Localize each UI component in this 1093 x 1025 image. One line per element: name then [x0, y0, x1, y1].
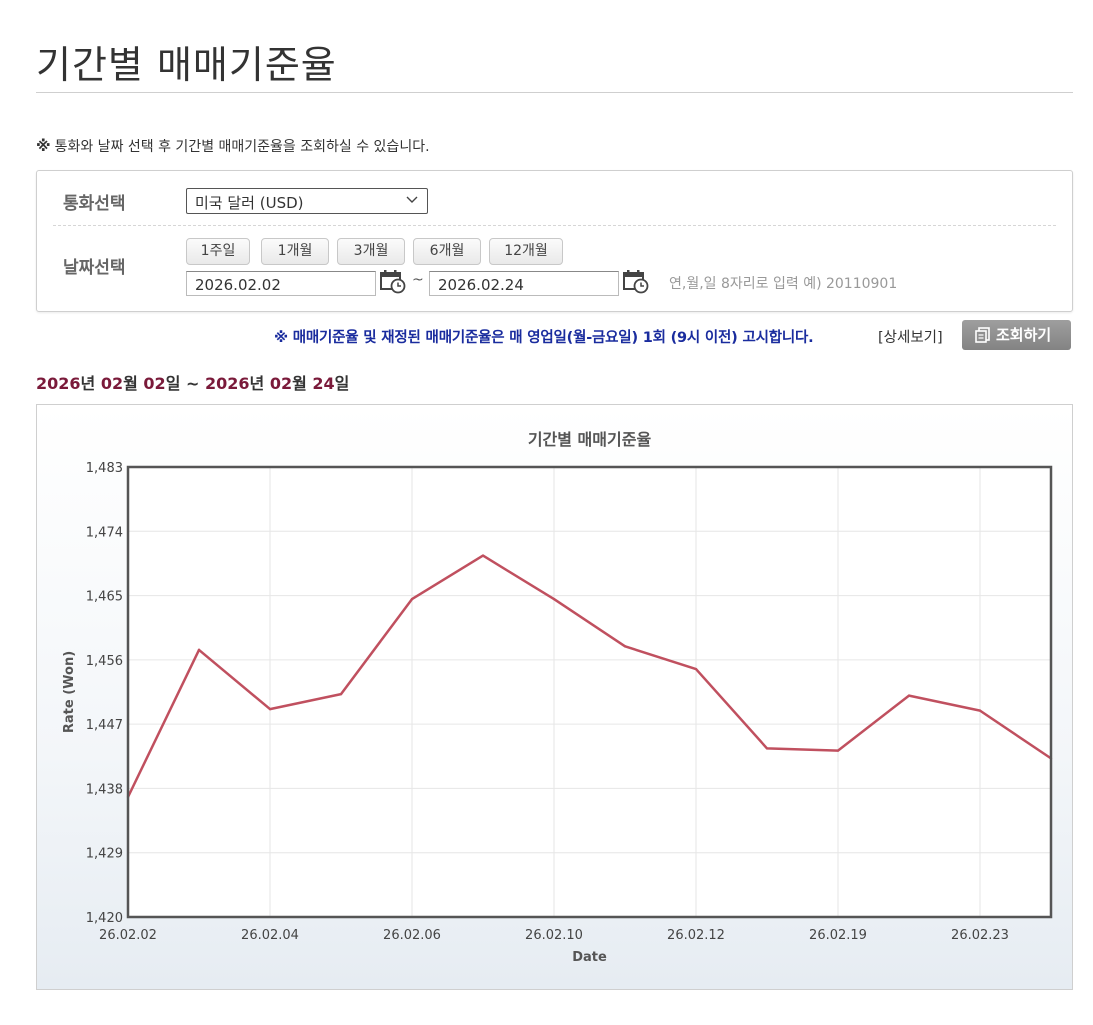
- detail-link[interactable]: [상세보기]: [878, 330, 943, 346]
- y-tick-label: 1,447: [86, 718, 123, 733]
- filter-panel: 통화선택 미국 달러 (USD) 날짜선택 1주일 1개월 3개월 6개월 12…: [36, 170, 1073, 312]
- data-point: [410, 597, 414, 601]
- rate-line-chart: 1,420 1,429 1,438 1,447 1,456 1,465 1,474 1,483…: [62, 430, 1053, 965]
- chevron-down-icon: [406, 196, 418, 203]
- chart-title: 기간별 매매기준율: [528, 430, 652, 449]
- x-tick-label: 26.02.19: [809, 928, 867, 943]
- x-tick-label: 26.02.06: [383, 928, 441, 943]
- notice-mark: ※: [36, 137, 51, 155]
- y-tick-label: 1,456: [86, 654, 123, 669]
- plot-border: [126, 465, 1053, 919]
- end-date-input[interactable]: 2026.02.24: [429, 271, 619, 296]
- y-tick-label: 1,474: [86, 525, 123, 540]
- page-title: 기간별 매매기준율: [36, 43, 337, 87]
- period-button-6month[interactable]: 6개월: [413, 238, 481, 265]
- period-button-1month[interactable]: 1개월: [261, 238, 329, 265]
- range-end-day: 24: [312, 374, 335, 393]
- x-tick-label: 26.02.02: [99, 928, 157, 943]
- filter-divider: [53, 225, 1056, 226]
- calendar-clock-icon[interactable]: [623, 268, 649, 294]
- plot-area: [128, 467, 1051, 917]
- data-point: [765, 747, 769, 750]
- date-format-hint: 연,월,일 8자리로 입력 예) 20110901: [669, 276, 898, 292]
- range-year-suffix: 년: [249, 374, 265, 393]
- y-tick-label: 1,465: [86, 590, 123, 605]
- data-point: [907, 694, 911, 697]
- y-tick-label: 1,420: [86, 911, 123, 926]
- y-tick-label: 1,483: [86, 461, 123, 476]
- range-month-suffix: 월: [292, 374, 307, 393]
- data-point: [197, 648, 201, 652]
- range-end-year: 2026: [204, 374, 250, 393]
- y-tick-label: 1,429: [86, 847, 123, 862]
- notice-message: 통화와 날짜 선택 후 기간별 매매기준율을 조회하실 수 있습니다.: [54, 139, 430, 155]
- range-end-month: 02: [269, 374, 293, 393]
- x-axis-label: Date: [572, 950, 607, 965]
- currency-select-value: 미국 달러 (USD): [195, 194, 304, 212]
- period-button-3month[interactable]: 3개월: [337, 238, 405, 265]
- data-point: [694, 667, 698, 671]
- range-day-suffix: 일: [165, 374, 181, 393]
- date-range-tilde: ~: [412, 272, 424, 288]
- period-button-1week[interactable]: 1주일: [186, 238, 250, 265]
- range-start-day: 02: [143, 374, 166, 393]
- data-point: [978, 709, 982, 712]
- range-start-month: 02: [100, 374, 124, 393]
- selected-date-range: 2026년 02월 02일 ~ 2026년 02월 24일: [36, 370, 349, 394]
- y-tick-label: 1,438: [86, 782, 123, 797]
- x-tick-label: 26.02.23: [951, 928, 1009, 943]
- chart-panel: 1,420 1,429 1,438 1,447 1,456 1,465 1,474 1,483…: [36, 404, 1073, 990]
- document-icon: [975, 327, 990, 343]
- currency-label: 통화선택: [63, 194, 126, 214]
- x-tick-label: 26.02.04: [241, 928, 299, 943]
- range-year-suffix: 년: [80, 374, 96, 393]
- title-divider: [36, 92, 1073, 93]
- y-axis-label: Rate (Won): [62, 651, 77, 733]
- publication-notice: ※ 매매기준율 및 재정된 매매기준율은 매 영업일(월-금요일) 1회 (9시…: [274, 330, 814, 346]
- calendar-clock-icon[interactable]: [380, 268, 406, 294]
- query-button[interactable]: 조회하기: [962, 320, 1071, 350]
- data-point: [552, 597, 556, 601]
- range-start-year: 2026: [36, 374, 81, 393]
- series-line: [126, 554, 1052, 798]
- data-point: [268, 707, 272, 711]
- date-label: 날짜선택: [63, 258, 126, 278]
- x-tick-label: 26.02.10: [525, 928, 583, 943]
- data-point: [339, 692, 343, 696]
- range-day-suffix: 일: [334, 374, 350, 393]
- currency-select[interactable]: 미국 달러 (USD): [186, 188, 428, 214]
- query-button-label: 조회하기: [996, 326, 1052, 344]
- x-tick-label: 26.02.12: [667, 928, 725, 943]
- data-point: [481, 554, 485, 557]
- data-point: [623, 645, 627, 648]
- start-date-input[interactable]: 2026.02.02: [186, 271, 376, 296]
- range-month-suffix: 월: [123, 374, 138, 393]
- data-point: [836, 749, 840, 752]
- period-button-12month[interactable]: 12개월: [489, 238, 563, 265]
- notice-text: ※ 통화와 날짜 선택 후 기간별 매매기준율을 조회하실 수 있습니다.: [36, 136, 430, 156]
- range-separator: ~: [186, 374, 200, 393]
